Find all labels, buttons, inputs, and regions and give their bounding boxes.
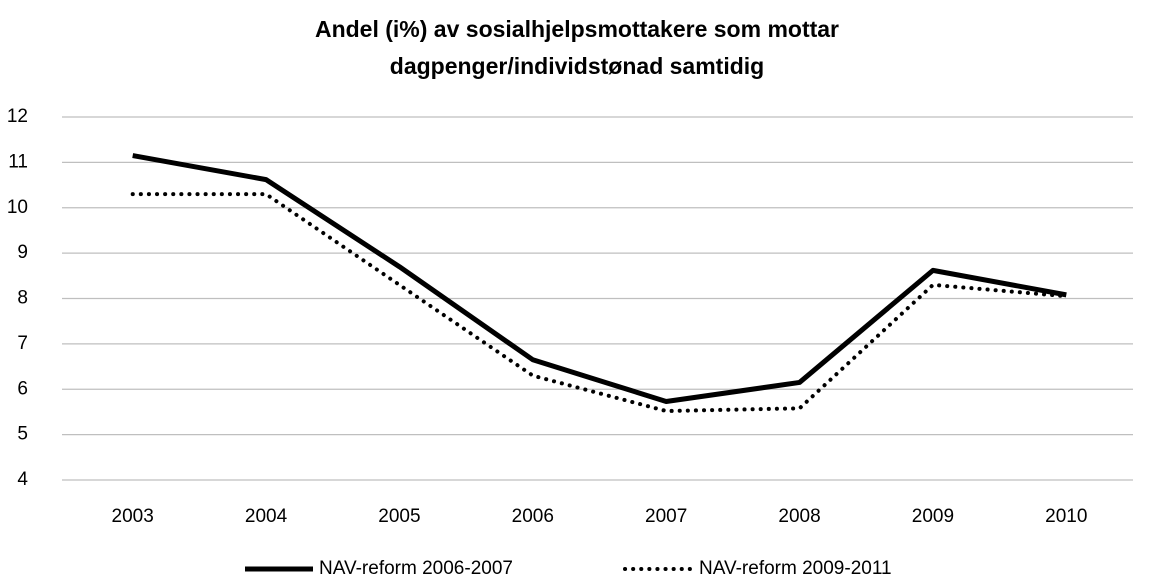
x-tick-label: 2008 — [778, 506, 820, 527]
y-tick-label: 10 — [7, 197, 28, 218]
chart-title: Andel (i%) av sosialhjelpsmottakere som … — [315, 16, 839, 42]
y-tick-label: 12 — [7, 106, 28, 127]
x-tick-label: 2006 — [512, 506, 554, 527]
x-tick-label: 2009 — [912, 506, 954, 527]
legend-label: NAV-reform 2009-2011 — [699, 558, 892, 579]
line-series — [130, 192, 1069, 414]
y-tick-label: 11 — [8, 151, 28, 172]
x-tick-label: 2004 — [245, 506, 288, 527]
x-tick-label: 2003 — [112, 506, 154, 527]
y-tick-label: 7 — [17, 333, 28, 354]
x-tick-label: 2010 — [1045, 506, 1087, 527]
line-series — [132, 153, 1067, 405]
y-tick-label: 9 — [17, 242, 28, 263]
legend-label: NAV-reform 2006-2007 — [319, 558, 513, 579]
y-tick-label: 5 — [17, 424, 28, 445]
chart-title: dagpenger/individstønad samtidig — [390, 53, 764, 79]
x-tick-label: 2007 — [645, 506, 687, 527]
y-tick-label: 6 — [17, 378, 28, 399]
y-tick-label: 8 — [17, 288, 28, 309]
x-tick-label: 2005 — [378, 506, 420, 527]
y-tick-label: 4 — [17, 469, 28, 490]
